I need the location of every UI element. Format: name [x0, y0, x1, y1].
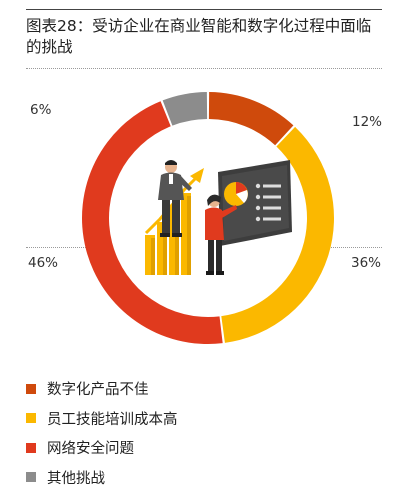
- legend-swatch: [26, 413, 36, 424]
- slice-security: [81, 101, 223, 345]
- chart-title: 图表28：受访企业在商业智能和数字化过程中面临的挑战: [26, 17, 372, 56]
- pct-label-digital-products: 12%: [352, 114, 383, 130]
- legend-label: 员工技能培训成本高: [47, 411, 178, 428]
- pct-label-other: 6%: [30, 102, 52, 118]
- leader-line-top-left: [26, 68, 382, 69]
- donut-slices: [81, 92, 334, 345]
- legend-label: 其他挑战: [47, 470, 105, 487]
- legend-swatch: [26, 442, 36, 453]
- top-rule: [26, 9, 382, 10]
- businessman-icon: [158, 160, 192, 237]
- pct-label-training-cost: 36%: [351, 255, 382, 271]
- legend-swatch: [26, 472, 36, 483]
- slice-other: [162, 92, 208, 126]
- slice-training-cost: [221, 126, 334, 343]
- legend-label: 数字化产品不佳: [47, 382, 149, 399]
- pct-label-security: 46%: [28, 255, 59, 271]
- legend-item: 网络安全问题: [26, 433, 178, 463]
- legend-item: 员工技能培训成本高: [26, 404, 178, 434]
- leader-line-right: [322, 247, 382, 248]
- slice-digital-products: [208, 92, 294, 146]
- legend-item: 数字化产品不佳: [26, 374, 178, 404]
- legend-item: 其他挑战: [26, 463, 178, 493]
- presentation-board-icon: [218, 160, 292, 246]
- legend: 数字化产品不佳 员工技能培训成本高 网络安全问题 其他挑战: [26, 374, 178, 492]
- illustration: [144, 160, 292, 275]
- businesswoman-icon: [205, 194, 237, 275]
- legend-label: 网络安全问题: [47, 441, 134, 458]
- leader-line-left: [26, 247, 96, 248]
- legend-swatch: [26, 383, 36, 394]
- donut-chart: [81, 92, 334, 345]
